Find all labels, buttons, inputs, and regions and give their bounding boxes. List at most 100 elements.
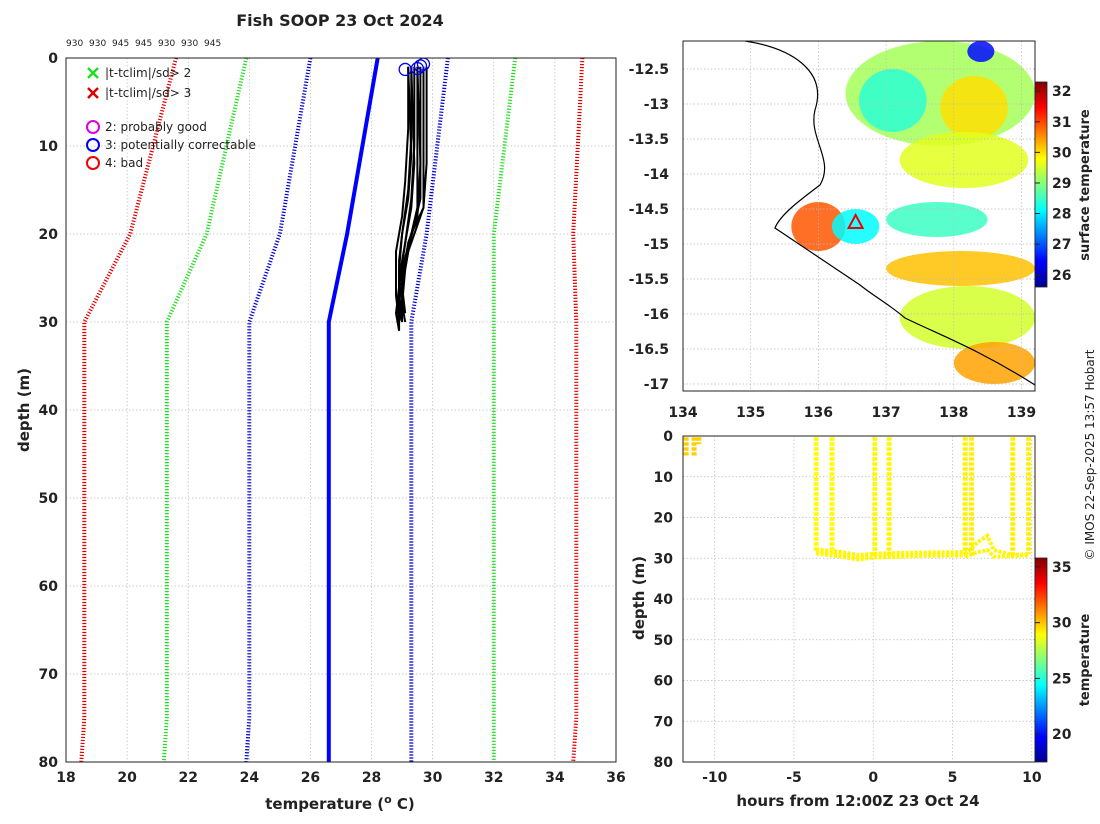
map-y-tick: -17 [644, 377, 669, 393]
coastline-path [744, 41, 1035, 386]
map-x-tick: 135 [736, 405, 765, 421]
profile-legend: |t-tclim|/sd> 2 |t-tclim|/sd> 3 2: probabl… [86, 66, 256, 170]
section-x-tick: -10 [702, 770, 728, 786]
section-y-tick: 60 [654, 674, 674, 690]
section-y-tick: 30 [654, 551, 674, 567]
chart-title: Fish SOOP 23 Oct 2024 [236, 11, 444, 30]
sst-patch [899, 132, 1029, 188]
section-y-tick: 50 [654, 633, 674, 649]
section-y-tick: 10 [654, 470, 674, 486]
section-x-tick: 10 [1022, 770, 1042, 786]
map-x-tick: 137 [871, 405, 900, 421]
profile-header-label: 930 [66, 39, 83, 49]
section-colorbar-label: temperature [1078, 614, 1093, 707]
profile-y-tick: 0 [48, 51, 58, 67]
profile-y-tick: 40 [39, 403, 59, 419]
legend-label: 4: bad [105, 156, 143, 170]
map-colorbar-tick: 27 [1052, 237, 1071, 253]
map-colorbar-tick: 32 [1052, 84, 1071, 100]
profile-header-labels: 930 930 945 945 930 930 945 [66, 39, 221, 49]
profile-y-tick: 50 [39, 491, 59, 507]
map-y-ticks: -12.5 -13 -13.5 -14 -14.5 -15 -15.5 -16 -16.5 -17 [629, 62, 670, 393]
section-panel: -10 -5 0 5 10 0 10 20 30 40 50 60 70 80 hours from 1… [630, 429, 1093, 810]
section-y-tick: 0 [663, 429, 673, 445]
profile-y-tick: 60 [39, 579, 59, 595]
legend-marker-x [87, 87, 99, 99]
credit-text: © IMOS 22-Sep-2025 13:57 Hobart [1083, 349, 1097, 560]
map-y-tick: -12.5 [629, 62, 669, 78]
sst-patch [831, 209, 880, 244]
section-data-group [683, 437, 1032, 562]
section-y-tick: 70 [654, 714, 674, 730]
map-ship-marker [846, 212, 865, 229]
profile-grid [66, 58, 616, 762]
profile-y-tick: 20 [39, 227, 59, 243]
profile-header-label: 945 [204, 39, 221, 49]
profile-series-group [79, 58, 585, 762]
map-y-tick: -16 [644, 307, 669, 323]
profile-x-tick: 32 [484, 770, 503, 786]
map-x-tick: 134 [668, 405, 697, 421]
section-colorbar-tick: 30 [1052, 616, 1072, 632]
sst-patch [953, 342, 1035, 384]
profile-x-tick: 18 [56, 770, 75, 786]
section-y-tick: 80 [654, 755, 674, 771]
map-y-tick: -16.5 [629, 342, 669, 358]
profile-y-tick: 70 [39, 667, 59, 683]
map-coastline [744, 41, 1035, 386]
map-panel: 134 135 136 137 138 139 -12.5 -13 -13.5 -14 -14.5… [629, 40, 1093, 421]
profile-x-tick: 28 [362, 770, 381, 786]
profile-x-label: temperature (o C) [265, 793, 415, 813]
section-x-tick: 5 [948, 770, 958, 786]
map-grid [683, 41, 1035, 391]
section-x-tick: 0 [868, 770, 878, 786]
legend-label: 2: probably good [105, 120, 207, 134]
map-y-tick: -13 [644, 97, 669, 113]
profile-x-tick: 36 [606, 770, 625, 786]
section-y-label: depth (m) [630, 556, 648, 640]
legend-label: |t-tclim|/sd> 2 [105, 66, 191, 80]
map-y-tick: -14 [644, 167, 670, 183]
section-grid [683, 436, 1035, 762]
profile-series-line [491, 58, 518, 762]
profile-y-tick: 10 [39, 139, 59, 155]
section-colorbar-tick: 35 [1052, 560, 1071, 576]
section-colorbar [1034, 557, 1048, 763]
sst-patch [899, 286, 1035, 349]
section-y-ticks: 0 10 20 30 40 50 60 70 80 [654, 429, 674, 771]
profile-header-label: 930 [158, 39, 175, 49]
section-y-tick: 20 [654, 511, 674, 527]
profile-frame [65, 57, 617, 763]
map-sst-patches [791, 41, 1035, 384]
profile-y-tick: 80 [39, 755, 59, 771]
section-bottom-track [815, 551, 966, 562]
profile-flag-circle [398, 62, 412, 77]
profile-cast-line [395, 66, 410, 323]
map-x-ticks: 134 135 136 137 138 139 [668, 405, 1036, 421]
profile-cast-line [394, 66, 416, 331]
section-x-tick: -5 [786, 770, 802, 786]
profile-series-line [571, 58, 585, 762]
profile-cast-line [398, 66, 422, 323]
map-colorbar-label: surface temperature [1078, 109, 1093, 261]
profile-cast-line [398, 66, 413, 314]
legend-marker-circle [86, 138, 100, 152]
ship-position-marker [846, 212, 865, 229]
section-bottom-track [963, 532, 1029, 558]
section-bottom-track [964, 547, 1029, 559]
legend-marker-circle [86, 156, 100, 170]
profile-header-label: 930 [89, 39, 106, 49]
profile-x-tick: 26 [301, 770, 320, 786]
legend-marker-x [87, 67, 99, 79]
sst-patch [940, 76, 1008, 139]
profile-x-tick: 24 [240, 770, 260, 786]
profile-y-label: depth (m) [15, 368, 33, 452]
map-y-tick: -15 [644, 237, 669, 253]
map-colorbar-tick: 28 [1052, 207, 1071, 223]
map-x-tick: 139 [1007, 405, 1036, 421]
profile-panel: 18 20 22 24 26 28 30 32 34 36 0 10 20 30 40 50 60 70 80 9… [15, 11, 626, 813]
map-colorbar-tick: 26 [1052, 268, 1071, 284]
map-y-tick: -15.5 [629, 272, 669, 288]
